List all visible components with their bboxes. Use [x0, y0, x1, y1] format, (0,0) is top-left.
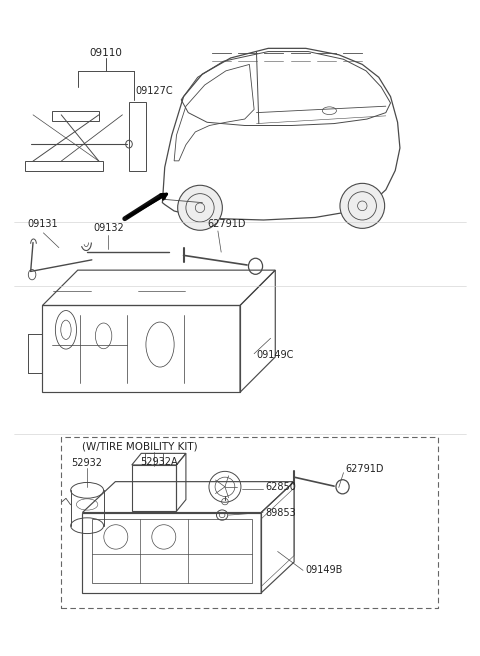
Text: 89853: 89853 — [265, 508, 296, 518]
Text: (W/TIRE MOBILITY KIT): (W/TIRE MOBILITY KIT) — [83, 441, 198, 451]
Text: 09149B: 09149B — [305, 565, 342, 575]
Ellipse shape — [178, 185, 222, 230]
Text: 09132: 09132 — [93, 223, 124, 234]
Text: 52932A: 52932A — [140, 457, 178, 466]
Text: 09110: 09110 — [89, 49, 122, 58]
Text: 09149C: 09149C — [256, 350, 294, 360]
Text: 62850: 62850 — [265, 482, 296, 493]
Text: 52932: 52932 — [72, 458, 103, 468]
Text: 62791D: 62791D — [207, 220, 246, 230]
Text: 09131: 09131 — [27, 220, 58, 230]
Ellipse shape — [340, 184, 384, 228]
Text: 09127C: 09127C — [135, 87, 173, 96]
Text: 62791D: 62791D — [345, 464, 384, 474]
Bar — [129, 102, 146, 171]
